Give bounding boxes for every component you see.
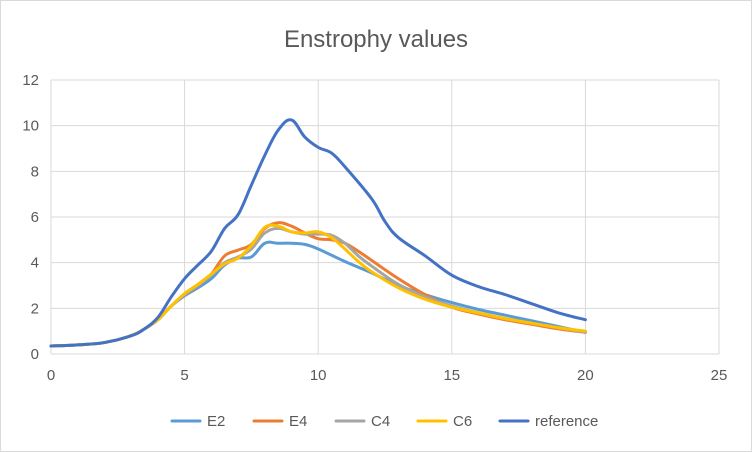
legend-label: reference (535, 413, 598, 430)
y-tick-label: 2 (31, 300, 39, 317)
x-tick-label: 0 (47, 367, 55, 384)
axis-layer: 0 2 4 6 8 10 12 0 5 10 15 20 25 (22, 72, 727, 384)
y-tick-label: 8 (31, 163, 39, 180)
x-tick-label: 20 (577, 367, 594, 384)
legend-label: E2 (207, 413, 225, 430)
grid-layer (50, 79, 720, 355)
legend-label: E4 (289, 413, 307, 430)
legend-item-c4: C4 (334, 413, 390, 430)
y-tick-label: 12 (22, 72, 39, 89)
y-tick-label: 4 (31, 255, 39, 272)
y-tick-label: 6 (31, 209, 39, 226)
legend: E2 E4 C4 C6 reference (170, 413, 598, 430)
chart-title: Enstrophy values (284, 26, 468, 53)
y-tick-label: 0 (31, 346, 39, 363)
legend-label: C4 (371, 413, 390, 430)
x-tick-label: 10 (310, 367, 327, 384)
series-line-reference (49, 118, 587, 348)
legend-item-e4: E4 (252, 413, 307, 430)
series-layer (49, 118, 587, 348)
legend-item-e2: E2 (170, 413, 225, 430)
x-tick-label: 5 (180, 367, 188, 384)
x-tick-label: 15 (443, 367, 460, 384)
legend-item-reference: reference (498, 413, 598, 430)
legend-item-c6: C6 (416, 413, 472, 430)
y-tick-label: 10 (22, 118, 39, 135)
legend-label: C6 (453, 413, 472, 430)
x-tick-label: 25 (711, 367, 728, 384)
